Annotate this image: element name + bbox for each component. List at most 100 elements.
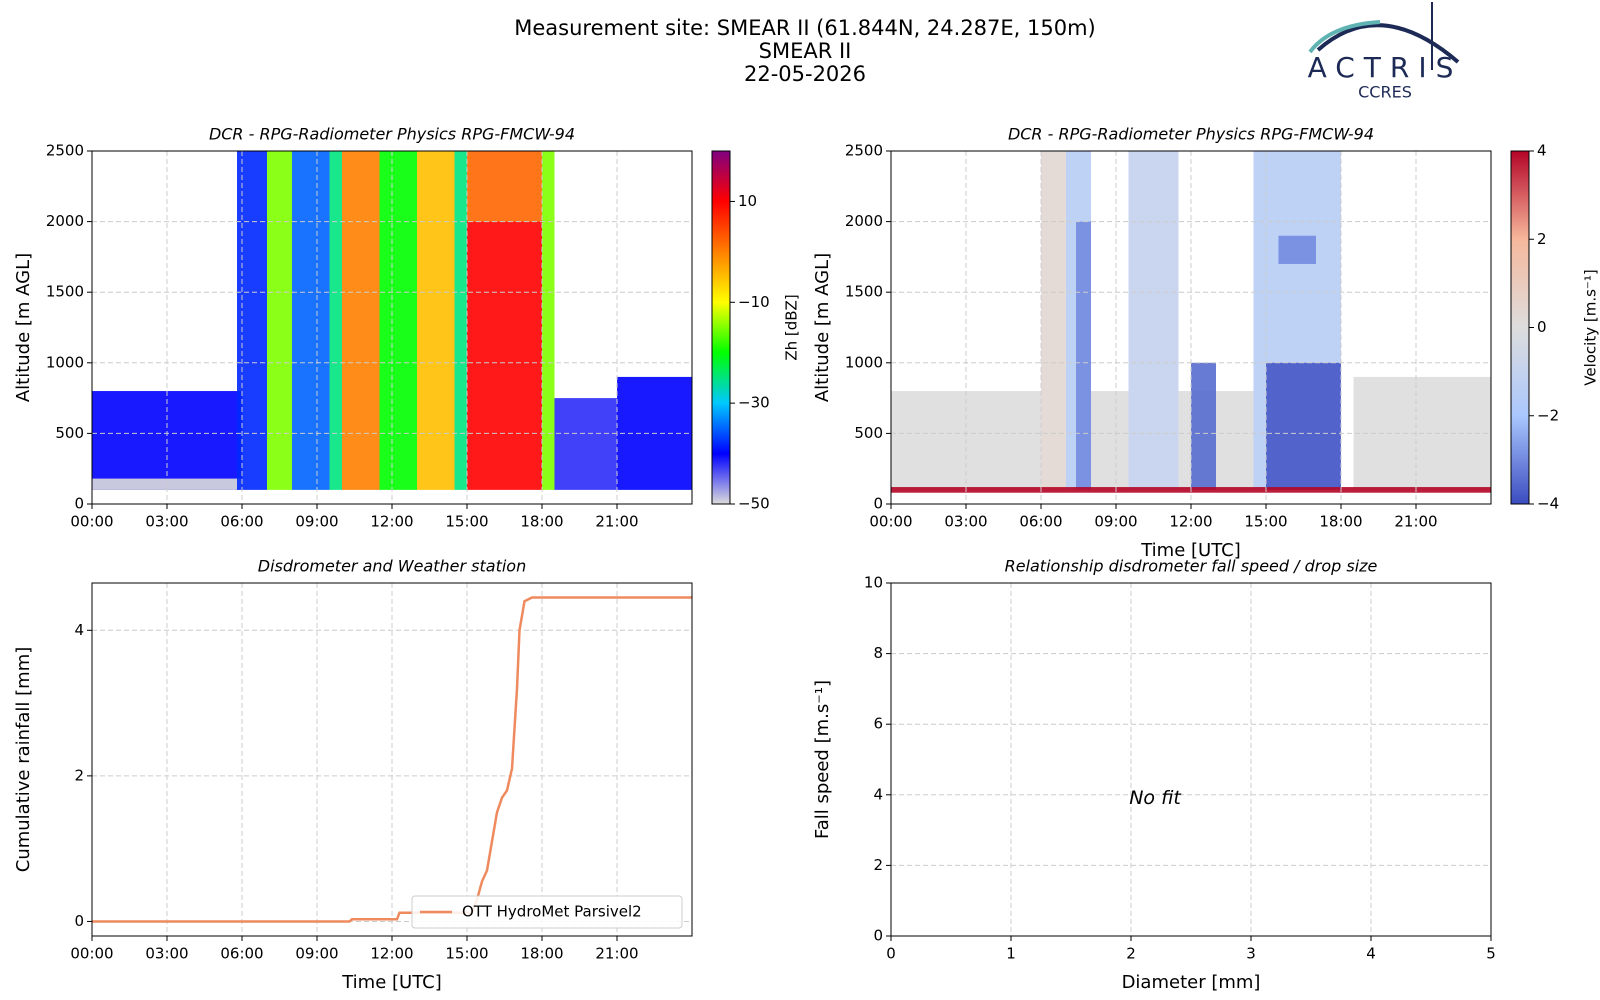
plot-frame [890, 582, 1492, 937]
heatmap-cell [1091, 391, 1129, 490]
heatmap-cell [329, 151, 342, 490]
x-tick-label: 12:00 [370, 513, 413, 531]
logo-text: ACTRIS [1308, 51, 1463, 84]
colorbar-tick-label: 10 [738, 192, 757, 210]
site-title: Measurement site: SMEAR II (61.844N, 24.… [514, 16, 1096, 40]
x-tick-label: 03:00 [145, 945, 188, 963]
x-tick-label: 00:00 [70, 513, 113, 531]
logo-arc-accent [1308, 20, 1381, 54]
heatmap-cell [379, 151, 417, 490]
x-tick-label: 09:00 [1094, 513, 1137, 531]
date: 22-05-2026 [744, 62, 866, 86]
y-tick-label: 6 [873, 715, 883, 733]
y-axis-label: Altitude [m AGL] [13, 253, 34, 402]
x-tick-label: 09:00 [295, 513, 338, 531]
x-tick-label: 2 [1126, 945, 1136, 963]
y-tick-label: 2500 [46, 142, 84, 160]
x-tick-label: 06:00 [220, 513, 263, 531]
x-tick-label: 0 [886, 945, 896, 963]
heatmap-cell [1076, 221, 1091, 490]
colorbar-tick-label: −30 [738, 394, 770, 412]
logo: ACTRIS CCRES [1308, 2, 1463, 102]
x-tick-label: 03:00 [944, 513, 987, 531]
x-axis-label: Time [UTC] [1140, 540, 1241, 561]
panel-title: Relationship disdrometer fall speed / dr… [1005, 557, 1378, 576]
y-tick-label: 2000 [845, 212, 883, 230]
heatmap-cell [1128, 151, 1179, 490]
plot-frame [890, 150, 1492, 505]
heatmap-cell [1041, 151, 1066, 490]
colorbar-tick-label: −4 [1537, 495, 1559, 513]
x-tick-label: 21:00 [595, 513, 638, 531]
x-axis-label: Time [UTC] [341, 972, 442, 993]
x-tick-label: 4 [1366, 945, 1376, 963]
y-tick-label: 4 [873, 785, 883, 803]
x-tick-label: 1 [1006, 945, 1016, 963]
plot-frame [91, 582, 693, 937]
colorbar-tick-label: 0 [1537, 318, 1547, 336]
panel-title: DCR - RPG-Radiometer Physics RPG-FMCW-94 [1008, 125, 1374, 144]
x-tick-label: 18:00 [520, 513, 563, 531]
heatmap-cell [1278, 235, 1316, 264]
y-tick-label: 0 [873, 495, 883, 513]
panel-title: DCR - RPG-Radiometer Physics RPG-FMCW-94 [209, 125, 575, 144]
y-tick-label: 500 [854, 424, 883, 442]
heatmap-cell [1266, 362, 1341, 490]
x-tick-label: 18:00 [1319, 513, 1362, 531]
y-tick-label: 4 [74, 621, 84, 639]
heatmap-cell [292, 151, 330, 490]
y-tick-label: 2 [74, 766, 84, 784]
x-tick-label: 12:00 [1169, 513, 1212, 531]
x-tick-label: 15:00 [445, 513, 488, 531]
plot-frame [91, 150, 693, 505]
heatmap-cell [454, 151, 467, 490]
y-tick-label: 2 [873, 856, 883, 874]
y-tick-label: 2000 [46, 212, 84, 230]
x-axis-label: Diameter [mm] [1122, 972, 1261, 993]
x-tick-label: 21:00 [1394, 513, 1437, 531]
colorbar-tick-label: −50 [738, 495, 770, 513]
legend-box [411, 895, 683, 929]
data-line [92, 596, 692, 923]
x-tick-label: 09:00 [295, 945, 338, 963]
y-tick-label: 2500 [845, 142, 883, 160]
logo-arc [1316, 23, 1460, 64]
heatmap-cell [1191, 362, 1216, 490]
annotation: No fit [1129, 787, 1182, 809]
x-tick-label: 18:00 [520, 945, 563, 963]
x-tick-label: 15:00 [445, 945, 488, 963]
x-tick-label: 15:00 [1244, 513, 1287, 531]
colorbar-tick-label: −10 [738, 293, 770, 311]
y-axis-label: Altitude [m AGL] [812, 253, 833, 402]
colorbar-tick-label: 4 [1537, 142, 1547, 160]
colorbar [711, 150, 731, 505]
y-tick-label: 10 [864, 574, 883, 592]
legend-label: OTT HydroMet Parsivel2 [462, 903, 642, 921]
heatmap-cell [417, 151, 455, 490]
x-tick-label: 03:00 [145, 513, 188, 531]
heatmap-cell [554, 398, 617, 490]
heatmap-cell [342, 151, 380, 490]
colorbar [1510, 150, 1530, 505]
colorbar-tick-label: −2 [1537, 406, 1559, 424]
heatmap-cell [267, 151, 292, 490]
y-tick-label: 1500 [46, 283, 84, 301]
y-tick-label: 0 [74, 912, 84, 930]
y-tick-label: 0 [873, 927, 883, 945]
colorbar-label: Velocity [m.s⁻¹] [1582, 269, 1600, 385]
x-tick-label: 12:00 [370, 945, 413, 963]
logo-subtext: CCRES [1358, 83, 1412, 102]
heatmap-cell [542, 151, 555, 490]
x-tick-label: 5 [1486, 945, 1496, 963]
y-tick-label: 1000 [46, 353, 84, 371]
colorbar-tick-label: 2 [1537, 230, 1547, 248]
y-tick-label: 1500 [845, 283, 883, 301]
x-tick-label: 06:00 [1019, 513, 1062, 531]
y-tick-label: 8 [873, 644, 883, 662]
heatmap-cell [467, 221, 542, 490]
y-axis-label: Fall speed [m.s⁻¹] [812, 680, 833, 839]
x-tick-label: 06:00 [220, 945, 263, 963]
x-tick-label: 3 [1246, 945, 1256, 963]
colorbar-label: Zh [dBZ] [783, 294, 801, 360]
